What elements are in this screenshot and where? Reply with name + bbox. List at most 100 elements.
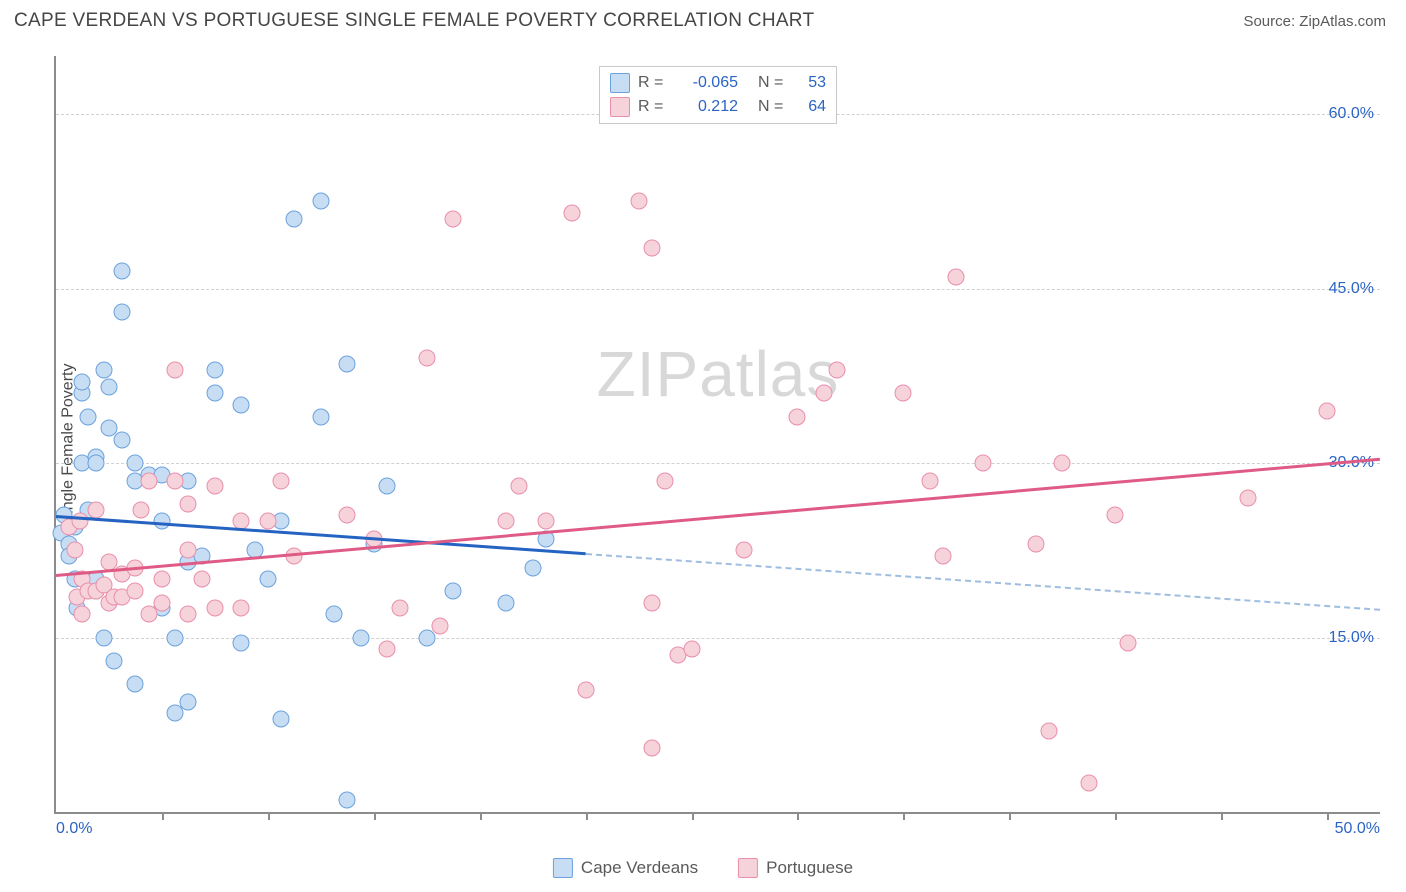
x-tick	[1115, 812, 1117, 820]
scatter-point	[445, 210, 462, 227]
trend-line	[56, 457, 1380, 576]
legend-n-value: 53	[796, 74, 826, 92]
x-tick	[903, 812, 905, 820]
legend-item: Cape Verdeans	[553, 858, 698, 878]
scatter-point	[233, 635, 250, 652]
watermark-bold: ZIP	[597, 338, 700, 410]
chart-title: CAPE VERDEAN VS PORTUGUESE SINGLE FEMALE…	[14, 10, 814, 32]
scatter-point	[233, 396, 250, 413]
scatter-point	[1080, 774, 1097, 791]
scatter-point	[498, 594, 515, 611]
chart-header: CAPE VERDEAN VS PORTUGUESE SINGLE FEMALE…	[0, 0, 1406, 38]
scatter-point	[87, 455, 104, 472]
scatter-point	[312, 408, 329, 425]
scatter-point	[193, 571, 210, 588]
scatter-point	[95, 629, 112, 646]
scatter-point	[259, 513, 276, 530]
scatter-point	[114, 303, 131, 320]
scatter-point	[498, 513, 515, 530]
scatter-point	[167, 629, 184, 646]
scatter-point	[431, 617, 448, 634]
legend-stats-row: R =0.212N =64	[610, 95, 826, 119]
scatter-point	[127, 583, 144, 600]
scatter-point	[339, 792, 356, 809]
legend-swatch	[610, 73, 630, 93]
scatter-point	[815, 385, 832, 402]
x-tick	[1327, 812, 1329, 820]
gridline	[56, 289, 1380, 290]
scatter-point	[140, 472, 157, 489]
scatter-point	[630, 193, 647, 210]
scatter-point	[1107, 507, 1124, 524]
scatter-point	[1027, 536, 1044, 553]
scatter-point	[74, 606, 91, 623]
legend-swatch	[738, 858, 758, 878]
scatter-point	[233, 600, 250, 617]
scatter-point	[418, 350, 435, 367]
scatter-point	[100, 379, 117, 396]
x-tick	[162, 812, 164, 820]
scatter-point	[206, 478, 223, 495]
scatter-point	[352, 629, 369, 646]
scatter-point	[1120, 635, 1137, 652]
scatter-point	[153, 594, 170, 611]
scatter-point	[657, 472, 674, 489]
x-tick	[1009, 812, 1011, 820]
scatter-point	[789, 408, 806, 425]
scatter-point	[167, 362, 184, 379]
legend-n-label: N =	[758, 74, 788, 92]
x-axis-max-label: 50.0%	[1335, 820, 1380, 838]
scatter-point	[445, 583, 462, 600]
scatter-point	[87, 501, 104, 518]
legend-r-label: R =	[638, 98, 668, 116]
legend-r-value: -0.065	[676, 74, 738, 92]
scatter-point	[167, 472, 184, 489]
x-tick	[480, 812, 482, 820]
scatter-point	[683, 641, 700, 658]
x-axis-min-label: 0.0%	[56, 820, 92, 838]
scatter-point	[379, 641, 396, 658]
y-tick-label: 60.0%	[1329, 105, 1374, 123]
scatter-point	[114, 263, 131, 280]
scatter-point	[339, 356, 356, 373]
scatter-point	[1054, 455, 1071, 472]
trend-line	[586, 553, 1381, 611]
scatter-point	[948, 268, 965, 285]
legend-r-value: 0.212	[676, 98, 738, 116]
legend-stats-row: R = -0.065 N = 53	[610, 71, 826, 95]
scatter-point	[339, 507, 356, 524]
scatter-point	[379, 478, 396, 495]
scatter-point	[577, 681, 594, 698]
gridline	[56, 463, 1380, 464]
chart-source: Source: ZipAtlas.com	[1243, 13, 1386, 30]
x-tick	[1221, 812, 1223, 820]
scatter-point	[1041, 722, 1058, 739]
scatter-point	[736, 542, 753, 559]
legend-series: Cape VerdeansPortuguese	[553, 858, 853, 878]
scatter-point	[974, 455, 991, 472]
scatter-point	[153, 571, 170, 588]
scatter-point	[180, 542, 197, 559]
scatter-point	[643, 740, 660, 757]
scatter-point	[1239, 489, 1256, 506]
scatter-point	[180, 495, 197, 512]
scatter-point	[206, 362, 223, 379]
scatter-point	[114, 431, 131, 448]
scatter-point	[206, 385, 223, 402]
scatter-point	[79, 408, 96, 425]
scatter-point	[286, 210, 303, 227]
scatter-point	[95, 362, 112, 379]
x-tick	[268, 812, 270, 820]
chart-container: Single Female Poverty ZIPatlas R =-0.065…	[14, 46, 1392, 842]
scatter-point	[206, 600, 223, 617]
legend-r-label: R =	[638, 74, 668, 92]
scatter-point	[273, 472, 290, 489]
scatter-point	[326, 606, 343, 623]
scatter-point	[259, 571, 276, 588]
scatter-point	[127, 676, 144, 693]
scatter-point	[180, 693, 197, 710]
scatter-point	[312, 193, 329, 210]
scatter-point	[392, 600, 409, 617]
y-tick-label: 15.0%	[1329, 629, 1374, 647]
scatter-point	[1319, 402, 1336, 419]
